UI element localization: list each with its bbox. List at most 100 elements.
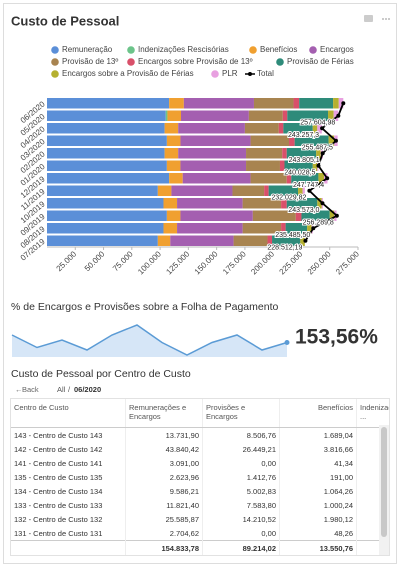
legend-label: Provisão de Férias (287, 57, 354, 66)
bar-segment (232, 185, 265, 196)
bar-segment (312, 123, 318, 134)
bar-segment (157, 185, 172, 196)
total-point (341, 101, 346, 106)
table-cell: 3.816,66 (279, 442, 357, 456)
table-cell: 43.840,42 (125, 442, 203, 456)
bar-segment (47, 148, 165, 159)
bar-segment (293, 98, 300, 109)
bar-segment (170, 235, 234, 246)
table-cell: 48,26 (279, 526, 357, 541)
table-cell: 7.583,80 (202, 498, 280, 512)
bar-segment (250, 135, 290, 146)
legend-label: PLR (222, 69, 238, 78)
table-cell: 3.091,00 (125, 456, 203, 470)
x-tick-label: 200.000 (249, 249, 276, 276)
table-cell: 13.731,90 (125, 427, 203, 442)
x-tick-label: 225.000 (278, 249, 305, 276)
scroll-thumb[interactable] (381, 427, 387, 537)
legend-marker (211, 70, 219, 78)
total-point (311, 226, 316, 231)
table-row: 142 - Centro de Custo 142 43.840,42 26.449… (11, 442, 389, 456)
table-cell: 5.002,83 (202, 484, 280, 498)
legend-marker (51, 58, 59, 66)
bar-segment (47, 185, 158, 196)
table-row: 143 - Centro de Custo 143 13.731,90 8.506,… (11, 427, 389, 442)
legend-marker (51, 70, 59, 78)
back-button[interactable]: Back (22, 385, 39, 394)
bar-segment (284, 160, 313, 171)
bar-segment (316, 148, 321, 159)
scrollbar[interactable] (379, 425, 389, 555)
bar-segment (286, 148, 317, 159)
bar-segment (47, 110, 166, 121)
x-tick-label: 175.000 (221, 249, 248, 276)
bar-segment (164, 148, 179, 159)
bar-segment (281, 198, 287, 209)
bar-segment (165, 110, 168, 121)
table-cell: 0,00 (202, 456, 280, 470)
bar-segment (169, 173, 183, 184)
table-cell (11, 540, 126, 555)
bar-segment (178, 148, 247, 159)
menu-icon[interactable] (382, 18, 384, 20)
bar-segment (167, 110, 182, 121)
legend-label: Encargos sobre a Provisão de Férias (62, 69, 194, 78)
bar-segment (164, 123, 179, 134)
legend-marker (51, 46, 59, 54)
legend-marker (127, 58, 135, 66)
table-cell: 14.210,52 (202, 512, 280, 526)
bar-segment (47, 223, 164, 234)
table-cell: 1.980,12 (279, 512, 357, 526)
bar-segment (268, 185, 299, 196)
header-row: Centro de Custo Remunerações e Encargos Pr… (11, 399, 389, 428)
menu-icon[interactable] (388, 18, 390, 20)
total-label: 232.029,82 (271, 194, 306, 201)
table-cell: 11.821,40 (125, 498, 203, 512)
table-row: 133 - Centro de Custo 133 11.821,40 7.583,… (11, 498, 389, 512)
bar-segment (301, 210, 330, 221)
x-tick-label: 75.000 (111, 249, 135, 273)
bar-segment (171, 185, 233, 196)
table-cell: 9.586,21 (125, 484, 203, 498)
bar-segment (289, 135, 295, 146)
bar-segment (300, 235, 305, 246)
x-tick-label: 25.000 (55, 249, 79, 273)
bar-segment (317, 123, 322, 134)
table-cell: 135 - Centro de Custo 135 (11, 470, 126, 484)
bar-segment (282, 148, 287, 159)
column-header: Remunerações e Encargos (125, 399, 203, 428)
bar-segment (242, 198, 282, 209)
menu-icon[interactable] (385, 18, 387, 20)
bar-segment (282, 110, 288, 121)
bar-segment (285, 223, 308, 234)
bar-segment (279, 160, 285, 171)
bar-segment (47, 123, 165, 134)
comment-icon[interactable] (364, 15, 373, 22)
back-arrow[interactable]: ← (15, 385, 23, 394)
table-cell: 131 - Centro de Custo 131 (11, 526, 126, 541)
bar-segment (287, 110, 329, 121)
table-cell: 191,00 (279, 470, 357, 484)
table-row: 134 - Centro de Custo 134 9.586,21 5.002,8… (11, 484, 389, 498)
breadcrumb-root[interactable]: All (57, 385, 66, 394)
table-cell: 1.689,04 (279, 427, 357, 442)
bar-segment (47, 135, 167, 146)
bar-segment (307, 223, 312, 234)
legend-label: Encargos (320, 45, 354, 54)
bar-segment (246, 148, 283, 159)
total-cell: 89.214,02 (202, 540, 280, 555)
bar-segment (166, 210, 181, 221)
card-title: Custo de Pessoal (11, 13, 119, 28)
table-cell: 8.506,76 (202, 427, 280, 442)
total-point (333, 138, 338, 143)
column-header: Indenizações ... (356, 399, 389, 428)
x-tick-label: 150.000 (193, 249, 220, 276)
legend-label: Indenizações Rescisórias (138, 45, 229, 54)
legend-label: Benefícios (260, 45, 297, 54)
bar-segment (299, 98, 334, 109)
bar-segment (281, 223, 286, 234)
total-point (334, 213, 339, 218)
sparkline-area (12, 325, 287, 357)
